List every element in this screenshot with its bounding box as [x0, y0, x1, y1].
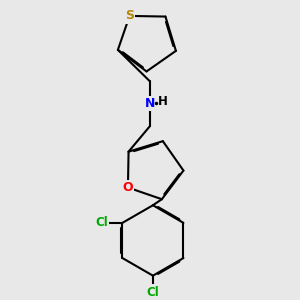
Text: H: H — [158, 95, 168, 108]
Text: S: S — [125, 9, 134, 22]
Text: Cl: Cl — [95, 216, 108, 229]
Text: O: O — [123, 181, 133, 194]
Text: Cl: Cl — [147, 286, 159, 298]
Text: N: N — [145, 97, 155, 110]
